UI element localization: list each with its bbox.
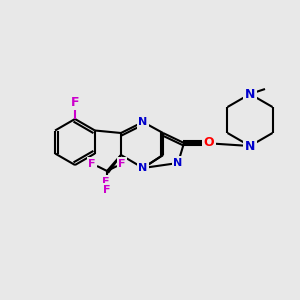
Text: F: F (118, 159, 126, 169)
Text: N: N (245, 140, 255, 152)
Text: F: F (71, 95, 79, 109)
Text: N: N (138, 163, 148, 173)
Text: N: N (245, 88, 255, 100)
Text: F: F (102, 177, 110, 187)
Text: N: N (138, 117, 148, 127)
Text: N: N (173, 158, 183, 168)
Text: F: F (88, 159, 96, 169)
Text: O: O (204, 136, 214, 149)
Text: F: F (103, 185, 111, 195)
